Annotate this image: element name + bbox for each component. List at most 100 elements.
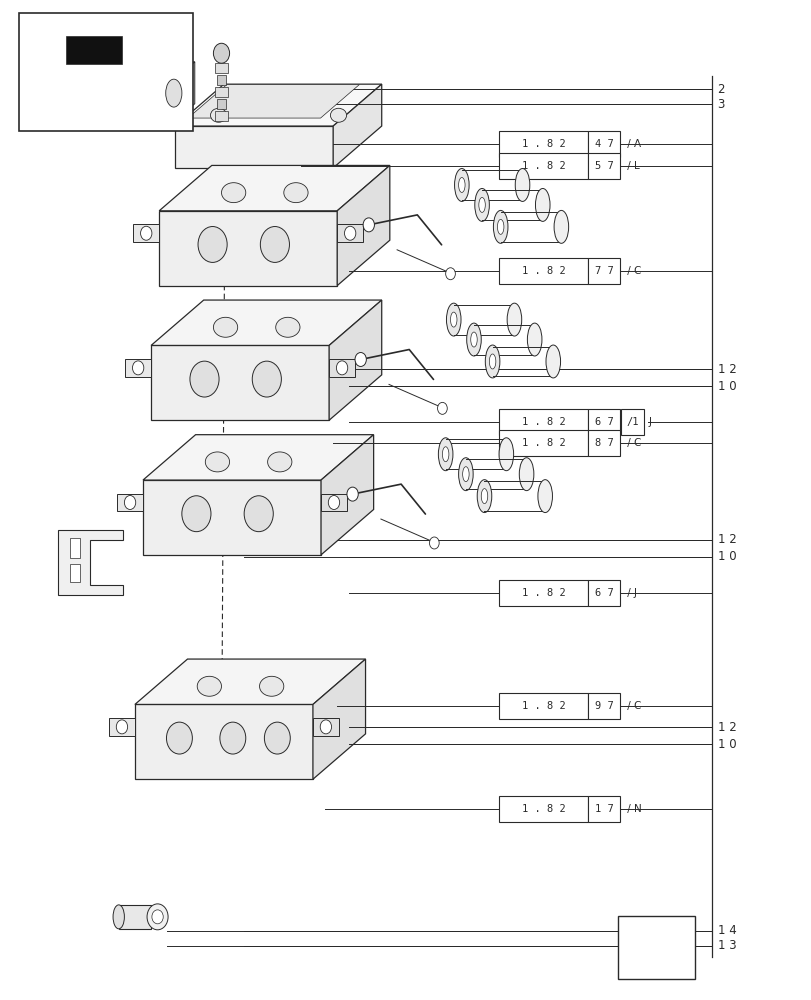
Text: / C: / C [624, 701, 641, 711]
Circle shape [220, 722, 246, 754]
Ellipse shape [493, 210, 508, 243]
Text: 1 3: 1 3 [717, 939, 736, 952]
Bar [499, 796, 587, 822]
Ellipse shape [545, 345, 560, 378]
Circle shape [140, 226, 152, 240]
Circle shape [116, 720, 127, 734]
Polygon shape [175, 84, 381, 126]
Circle shape [445, 268, 455, 280]
Ellipse shape [519, 458, 533, 491]
Bar [135, 704, 312, 779]
Text: 1 . 8 2: 1 . 8 2 [521, 139, 564, 149]
Bar [587, 580, 620, 606]
Bar [499, 131, 587, 157]
Bar [66, 36, 122, 64]
Ellipse shape [197, 676, 221, 696]
Text: / C: / C [624, 438, 641, 448]
Text: 1 . 8 2: 1 . 8 2 [521, 417, 564, 427]
Circle shape [198, 227, 227, 262]
Text: 9 7: 9 7 [594, 701, 613, 711]
Circle shape [132, 361, 144, 375]
Polygon shape [333, 84, 381, 168]
Bar [587, 796, 620, 822]
Polygon shape [312, 718, 338, 736]
Ellipse shape [497, 219, 504, 234]
Circle shape [113, 89, 132, 113]
Polygon shape [337, 165, 389, 286]
Ellipse shape [466, 323, 481, 356]
Bar [617, 916, 694, 979]
Bar [499, 580, 587, 606]
Circle shape [190, 361, 219, 397]
Ellipse shape [221, 183, 246, 203]
Ellipse shape [330, 108, 346, 122]
Ellipse shape [276, 317, 299, 337]
Text: 8 7: 8 7 [594, 438, 613, 448]
Ellipse shape [458, 458, 473, 491]
Polygon shape [58, 530, 122, 595]
Ellipse shape [534, 188, 549, 221]
Polygon shape [328, 359, 354, 377]
Circle shape [346, 487, 358, 501]
Polygon shape [337, 224, 363, 242]
Polygon shape [133, 224, 159, 242]
Bar [70, 538, 79, 558]
Bar [151, 345, 328, 420]
Text: 2: 2 [717, 83, 724, 96]
Bar [587, 409, 620, 435]
Bar [499, 258, 587, 284]
Polygon shape [328, 300, 381, 420]
Ellipse shape [526, 323, 541, 356]
Ellipse shape [446, 303, 461, 336]
Polygon shape [109, 718, 135, 736]
Polygon shape [188, 85, 359, 118]
Polygon shape [320, 435, 373, 555]
Bar [217, 75, 226, 85]
Ellipse shape [205, 452, 230, 472]
Circle shape [260, 227, 289, 262]
Circle shape [35, 89, 54, 113]
Text: 1 . 8 2: 1 . 8 2 [521, 266, 564, 276]
Text: 1 7: 1 7 [594, 804, 613, 814]
Circle shape [124, 496, 135, 509]
Polygon shape [117, 494, 143, 511]
Ellipse shape [450, 312, 457, 327]
Ellipse shape [284, 183, 307, 203]
Text: 1 . 8 2: 1 . 8 2 [521, 161, 564, 171]
Bar [217, 99, 226, 109]
Circle shape [244, 496, 273, 532]
Bar [19, 13, 193, 131]
Text: 1 0: 1 0 [717, 380, 736, 393]
Text: J: J [648, 417, 651, 427]
Ellipse shape [210, 108, 226, 122]
Text: 1 . 8 2: 1 . 8 2 [521, 438, 564, 448]
Circle shape [213, 43, 230, 63]
Text: 1 2: 1 2 [717, 363, 736, 376]
Ellipse shape [462, 467, 469, 482]
Text: 5 7: 5 7 [594, 161, 613, 171]
Ellipse shape [515, 169, 529, 201]
Ellipse shape [553, 210, 568, 243]
Polygon shape [30, 62, 195, 86]
Text: / J: / J [624, 588, 637, 598]
Circle shape [320, 720, 331, 734]
Bar [587, 131, 620, 157]
Ellipse shape [499, 438, 513, 471]
Ellipse shape [470, 332, 477, 347]
Text: 6 7: 6 7 [594, 417, 613, 427]
Bar [499, 430, 587, 456]
Text: 1 0: 1 0 [717, 550, 736, 563]
Bar [143, 480, 320, 555]
Circle shape [152, 910, 163, 924]
Circle shape [354, 353, 366, 366]
Polygon shape [166, 62, 195, 128]
Polygon shape [159, 165, 389, 211]
Bar [159, 211, 337, 286]
Text: 1 2: 1 2 [717, 533, 736, 546]
Ellipse shape [438, 438, 453, 471]
Bar [215, 63, 228, 73]
Polygon shape [151, 300, 381, 345]
Ellipse shape [454, 169, 469, 201]
Circle shape [264, 722, 290, 754]
Ellipse shape [478, 197, 485, 212]
